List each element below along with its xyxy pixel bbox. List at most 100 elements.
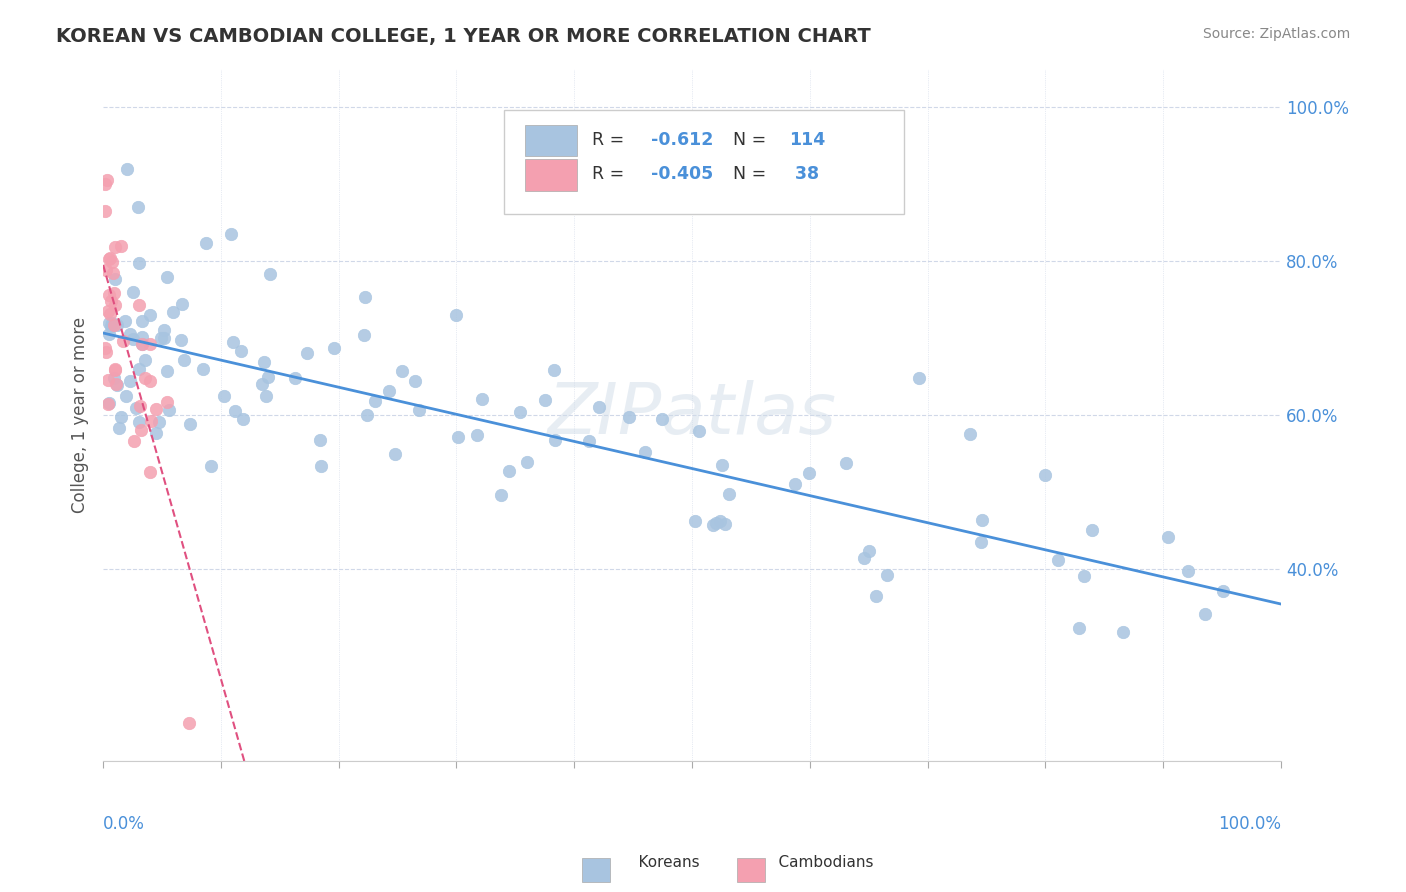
Point xyxy=(489,488,512,502)
Point xyxy=(104,377,127,392)
Point xyxy=(543,363,565,377)
Point xyxy=(98,326,121,341)
Point xyxy=(131,337,153,351)
Text: 114: 114 xyxy=(789,131,825,149)
Point xyxy=(104,239,127,253)
Point xyxy=(384,446,406,460)
Point xyxy=(110,410,132,425)
Point xyxy=(498,464,520,478)
Point xyxy=(1194,607,1216,621)
Point xyxy=(139,374,162,388)
FancyBboxPatch shape xyxy=(524,125,576,156)
Point xyxy=(1069,621,1091,635)
Point xyxy=(651,412,673,426)
Point xyxy=(131,329,153,343)
Point xyxy=(127,200,149,214)
Point xyxy=(446,308,468,322)
Point xyxy=(98,251,121,265)
Point xyxy=(131,336,153,351)
Point xyxy=(588,401,610,415)
Point xyxy=(94,177,117,191)
Point xyxy=(222,334,245,349)
Point xyxy=(231,343,253,358)
Point xyxy=(259,268,281,282)
Text: Koreans: Koreans xyxy=(619,855,699,870)
Point xyxy=(509,405,531,419)
Point xyxy=(94,341,117,355)
Point xyxy=(713,516,735,531)
Point xyxy=(1081,523,1104,537)
Point xyxy=(865,589,887,603)
Point xyxy=(100,318,122,333)
Point xyxy=(1157,530,1180,544)
Point xyxy=(284,371,307,385)
Point xyxy=(471,392,494,406)
Point xyxy=(257,370,280,384)
Point xyxy=(122,333,145,347)
Point xyxy=(254,389,277,403)
Point xyxy=(129,399,152,413)
Point xyxy=(219,227,242,242)
Point xyxy=(104,361,127,376)
Point xyxy=(353,328,375,343)
Point xyxy=(139,337,162,351)
Point xyxy=(105,318,128,333)
Point xyxy=(194,236,217,251)
Point xyxy=(232,412,254,426)
Text: N =: N = xyxy=(734,131,772,149)
Point xyxy=(177,715,200,730)
Point xyxy=(191,362,214,376)
Point xyxy=(105,378,128,392)
Point xyxy=(797,466,820,480)
Point xyxy=(145,426,167,441)
FancyBboxPatch shape xyxy=(503,110,904,214)
Point xyxy=(96,172,118,186)
Point xyxy=(114,313,136,327)
Point xyxy=(122,434,145,448)
Point xyxy=(97,252,120,266)
Point xyxy=(858,544,880,558)
Point xyxy=(134,370,156,384)
Point xyxy=(104,363,127,377)
Point xyxy=(534,393,557,408)
Point xyxy=(322,341,344,355)
Point xyxy=(97,373,120,387)
Point xyxy=(179,417,201,432)
Point xyxy=(1177,564,1199,578)
Point xyxy=(103,318,125,332)
Point xyxy=(156,364,179,378)
Point xyxy=(1112,625,1135,640)
Point xyxy=(153,323,176,337)
Text: ZIPatlas: ZIPatlas xyxy=(547,380,837,450)
Point xyxy=(96,262,118,277)
Point xyxy=(212,389,235,403)
Point xyxy=(148,415,170,429)
Text: R =: R = xyxy=(592,131,630,149)
Point xyxy=(309,433,332,447)
Point xyxy=(1033,467,1056,482)
Point xyxy=(578,434,600,448)
Point xyxy=(170,333,193,347)
Point xyxy=(356,409,378,423)
Point xyxy=(122,285,145,300)
Point xyxy=(173,353,195,368)
Point xyxy=(364,394,387,409)
Text: R =: R = xyxy=(592,166,630,184)
Point xyxy=(103,371,125,385)
Point xyxy=(709,514,731,528)
Point xyxy=(544,434,567,448)
Point xyxy=(253,355,276,369)
Point xyxy=(157,403,180,417)
Point xyxy=(516,455,538,469)
Point xyxy=(704,516,727,531)
Point xyxy=(353,290,375,304)
Point xyxy=(153,331,176,345)
Point xyxy=(447,430,470,444)
Point xyxy=(404,374,426,388)
Point xyxy=(1212,583,1234,598)
Point xyxy=(970,535,993,549)
Point xyxy=(101,266,124,280)
Point xyxy=(134,353,156,368)
Point xyxy=(170,297,193,311)
Point xyxy=(139,413,162,427)
